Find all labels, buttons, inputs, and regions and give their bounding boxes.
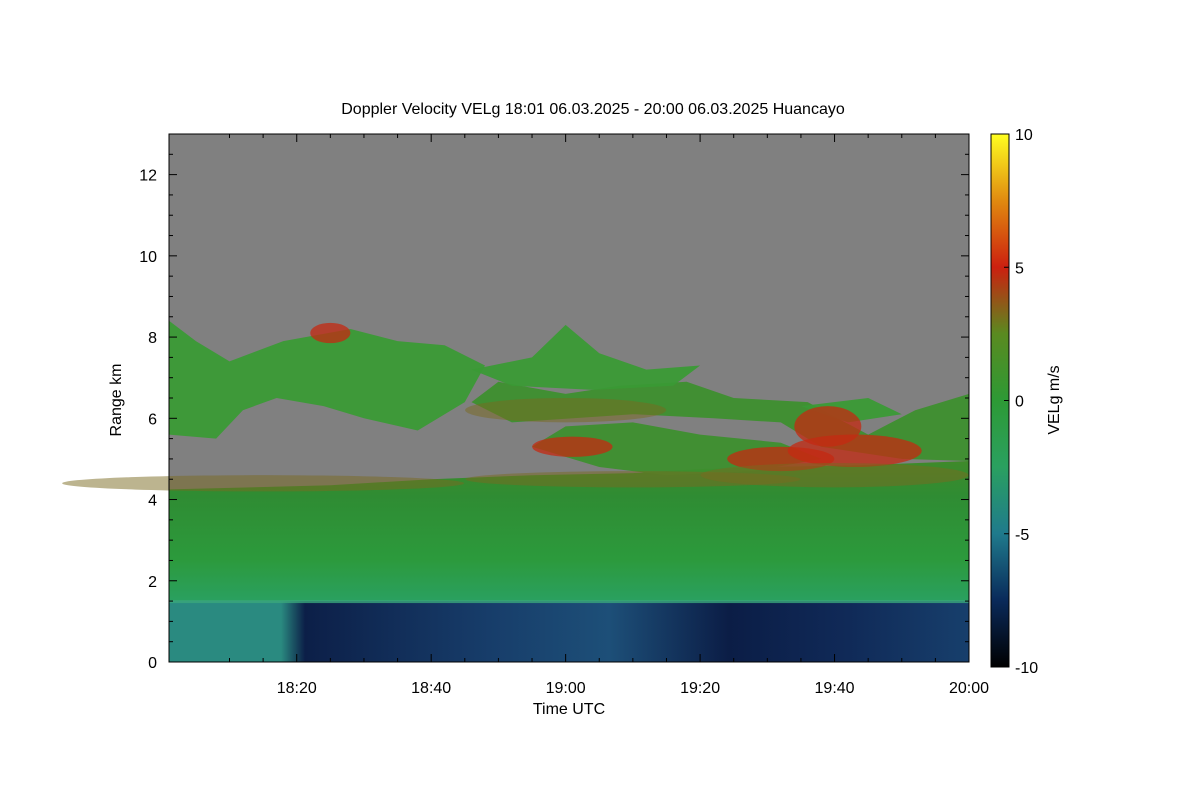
colorbar-label: VELg m/s — [1046, 365, 1063, 434]
positive-velocity-echo — [532, 436, 613, 457]
x-tick-label: 19:20 — [680, 680, 720, 697]
colorbar-tick-label: -10 — [1015, 660, 1038, 677]
weak-velocity-echo — [465, 398, 667, 423]
x-tick-label: 20:00 — [949, 680, 989, 697]
colorbar-tick-label: 5 — [1015, 260, 1024, 277]
y-tick-label: 4 — [148, 493, 157, 510]
near-surface-layer — [169, 601, 969, 662]
x-tick-label: 18:40 — [411, 680, 451, 697]
y-axis-label: Range km — [108, 364, 125, 437]
colorbar-tick-label: 10 — [1015, 127, 1033, 144]
colorbar-ticks: 10 5 0 -5 -10 — [1004, 127, 1038, 677]
x-tick-label: 19:00 — [546, 680, 586, 697]
cloud-layer-region — [471, 324, 701, 390]
x-tick-label: 19:40 — [815, 680, 855, 697]
positive-velocity-echo — [310, 322, 351, 344]
heatmap-plot-area — [62, 134, 969, 662]
chart-title: Doppler Velocity VELg 18:01 06.03.2025 -… — [341, 101, 845, 118]
y-tick-label: 2 — [148, 574, 157, 591]
cloud-layer-region — [169, 320, 485, 439]
x-axis-label: Time UTC — [533, 701, 605, 718]
y-tick-label: 6 — [148, 411, 157, 428]
y-tick-label: 10 — [139, 249, 157, 266]
x-axis: 18:20 18:40 19:00 19:20 19:40 20:00 — [229, 134, 989, 697]
y-tick-label: 12 — [139, 168, 157, 185]
x-tick-label: 18:20 — [277, 680, 317, 697]
colorbar-tick-label: 0 — [1015, 394, 1024, 411]
weak-velocity-echo — [62, 475, 465, 492]
y-tick-label: 8 — [148, 330, 157, 347]
y-tick-label: 0 — [148, 655, 157, 672]
boundary-layer-region — [169, 461, 969, 602]
positive-velocity-echo — [787, 434, 922, 468]
cloud-layer-region — [800, 398, 902, 423]
layer-boundary-line — [169, 600, 969, 604]
y-axis: 0 2 4 6 8 10 12 — [139, 133, 969, 672]
weak-velocity-echo — [700, 462, 969, 488]
colorbar-tick-label: -5 — [1015, 527, 1029, 544]
